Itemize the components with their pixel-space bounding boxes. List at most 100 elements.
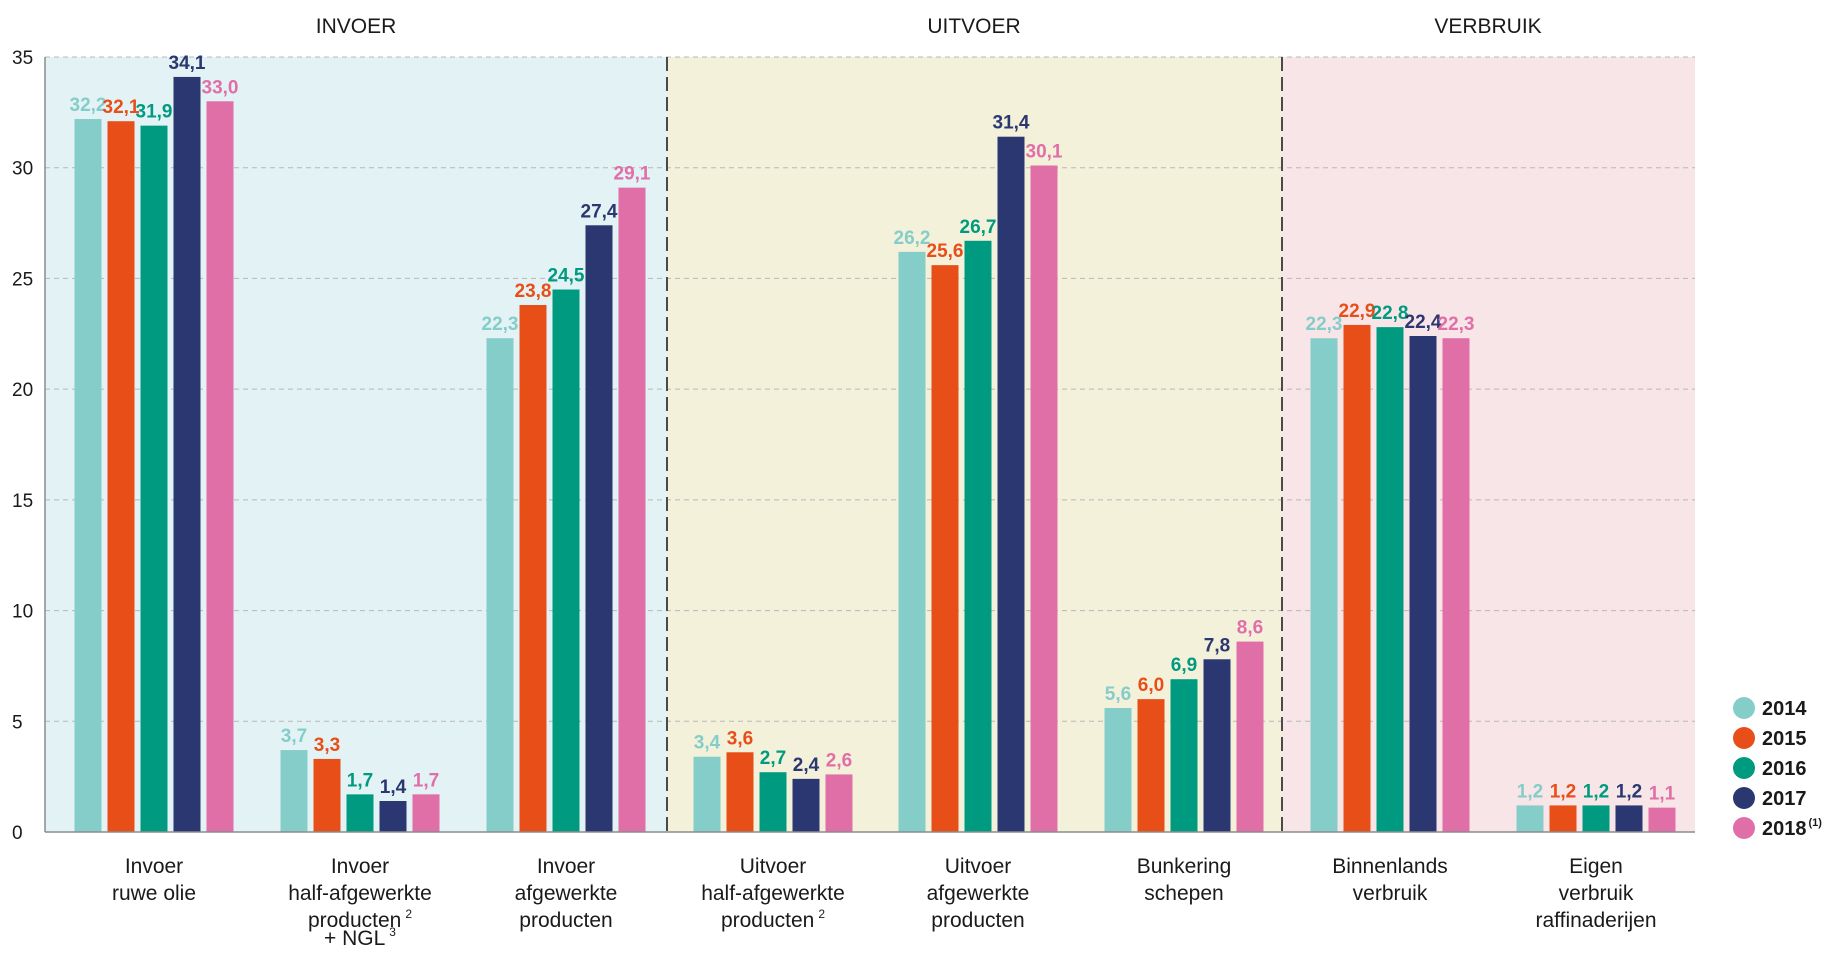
data-label: 6,9 [1171, 655, 1197, 676]
data-label: 2,7 [760, 748, 786, 769]
x-category-label: Invoer afgewerkte producten [515, 855, 618, 932]
data-label: 32,1 [103, 97, 140, 118]
bar [1582, 805, 1610, 832]
data-label: 22,3 [482, 314, 519, 335]
data-label: 22,8 [1372, 303, 1409, 324]
y-tick-label: 20 [12, 380, 33, 401]
gridlines [45, 56, 1695, 722]
bar [173, 76, 201, 832]
bar [759, 772, 787, 832]
bar [1030, 165, 1058, 832]
bar [1615, 805, 1643, 832]
data-label: 1,7 [347, 770, 373, 791]
data-label: 22,4 [1405, 312, 1442, 333]
y-tick-label: 15 [12, 491, 33, 512]
data-label: 7,8 [1204, 635, 1230, 656]
data-label: 3,6 [727, 728, 753, 749]
bar [618, 187, 646, 833]
bar [140, 125, 168, 832]
x-category-labels: Invoer ruwe olie Invoer half-afgewerkte prod… [112, 855, 1657, 950]
legend: 2014 2015 2016 2017 2018 (1) [1733, 697, 1822, 840]
legend-label: 2015 [1762, 728, 1807, 750]
legend-marker [1733, 727, 1755, 749]
y-tick-label: 35 [12, 48, 33, 69]
bar [1203, 659, 1231, 832]
data-label: 26,7 [960, 217, 997, 238]
data-label: 1,2 [1517, 781, 1543, 802]
bar [1516, 805, 1544, 832]
bar [825, 774, 853, 832]
y-tick-label: 10 [12, 602, 33, 623]
legend-marker [1733, 697, 1755, 719]
data-label: 33,0 [202, 77, 239, 98]
bar [379, 801, 407, 832]
data-label: 2,4 [793, 755, 820, 776]
bar [1549, 805, 1577, 832]
legend-marker [1733, 757, 1755, 779]
bar [585, 225, 613, 833]
data-label: 31,9 [136, 102, 173, 123]
data-label: 23,8 [515, 281, 552, 302]
bar [1137, 699, 1165, 832]
data-label: 8,6 [1237, 618, 1263, 639]
section-title-verbruik: VERBRUIK [1434, 15, 1541, 38]
bar [313, 758, 341, 832]
bar [693, 756, 721, 832]
bar [552, 289, 580, 832]
bars [74, 76, 1676, 833]
bar [1376, 327, 1404, 832]
data-label: 22,3 [1438, 314, 1475, 335]
legend-label: 2018 (1) [1762, 817, 1822, 840]
x-category-label: Invoer half-afgewerkte producten 2 + NGL 3 [288, 855, 432, 950]
section-dividers [666, 57, 1283, 832]
y-tick-label: 30 [12, 159, 33, 180]
section-title-uitvoer: UITVOER [927, 15, 1020, 38]
data-label: 22,3 [1306, 314, 1343, 335]
y-tick-labels: 0 5 10 15 20 25 30 35 [12, 48, 33, 844]
data-label: 5,6 [1105, 684, 1131, 705]
bar [1409, 336, 1437, 832]
bar [486, 338, 514, 832]
bar [1343, 324, 1371, 832]
data-label: 3,4 [694, 733, 721, 754]
data-label: 1,2 [1583, 781, 1609, 802]
data-label: 1,4 [380, 777, 407, 798]
data-label: 3,3 [314, 735, 340, 756]
x-category-label: Uitvoer afgewerkte producten [927, 855, 1030, 932]
bar [792, 778, 820, 832]
x-category-label: Bunkering schepen [1137, 855, 1232, 905]
bar [346, 794, 374, 832]
data-label: 1,2 [1550, 781, 1576, 802]
legend-label: 2017 [1762, 788, 1807, 810]
bar [1104, 708, 1132, 832]
bar [519, 305, 547, 832]
data-label: 29,1 [614, 164, 651, 185]
data-label: 30,1 [1026, 142, 1063, 163]
data-label: 1,2 [1616, 781, 1642, 802]
bar [1648, 807, 1676, 832]
legend-label: 2014 [1762, 698, 1807, 720]
y-tick-label: 5 [12, 712, 23, 733]
y-tick-label: 0 [12, 823, 23, 844]
axes [44, 57, 1695, 833]
bar [997, 136, 1025, 832]
x-category-label: Invoer ruwe olie [112, 855, 196, 905]
bar [931, 265, 959, 833]
legend-marker [1733, 817, 1755, 839]
value-labels: 32,232,131,934,133,03,7 3,31,7 1,4 1,722,32… [70, 53, 1676, 805]
bar [1170, 679, 1198, 832]
y-tick-label: 25 [12, 269, 33, 290]
data-label: 24,5 [548, 266, 585, 287]
section-titles: INVOER UITVOER VERBRUIK [316, 15, 1542, 38]
legend-label: 2016 [1762, 758, 1807, 780]
bar [107, 121, 135, 832]
data-label: 6,0 [1138, 675, 1164, 696]
data-label: 32,2 [70, 95, 107, 116]
data-label: 1,1 [1649, 784, 1676, 805]
bar [964, 240, 992, 833]
data-label: 34,1 [169, 53, 206, 74]
data-label: 3,7 [281, 726, 307, 747]
data-label: 2,6 [826, 750, 852, 771]
bar [1236, 641, 1264, 832]
